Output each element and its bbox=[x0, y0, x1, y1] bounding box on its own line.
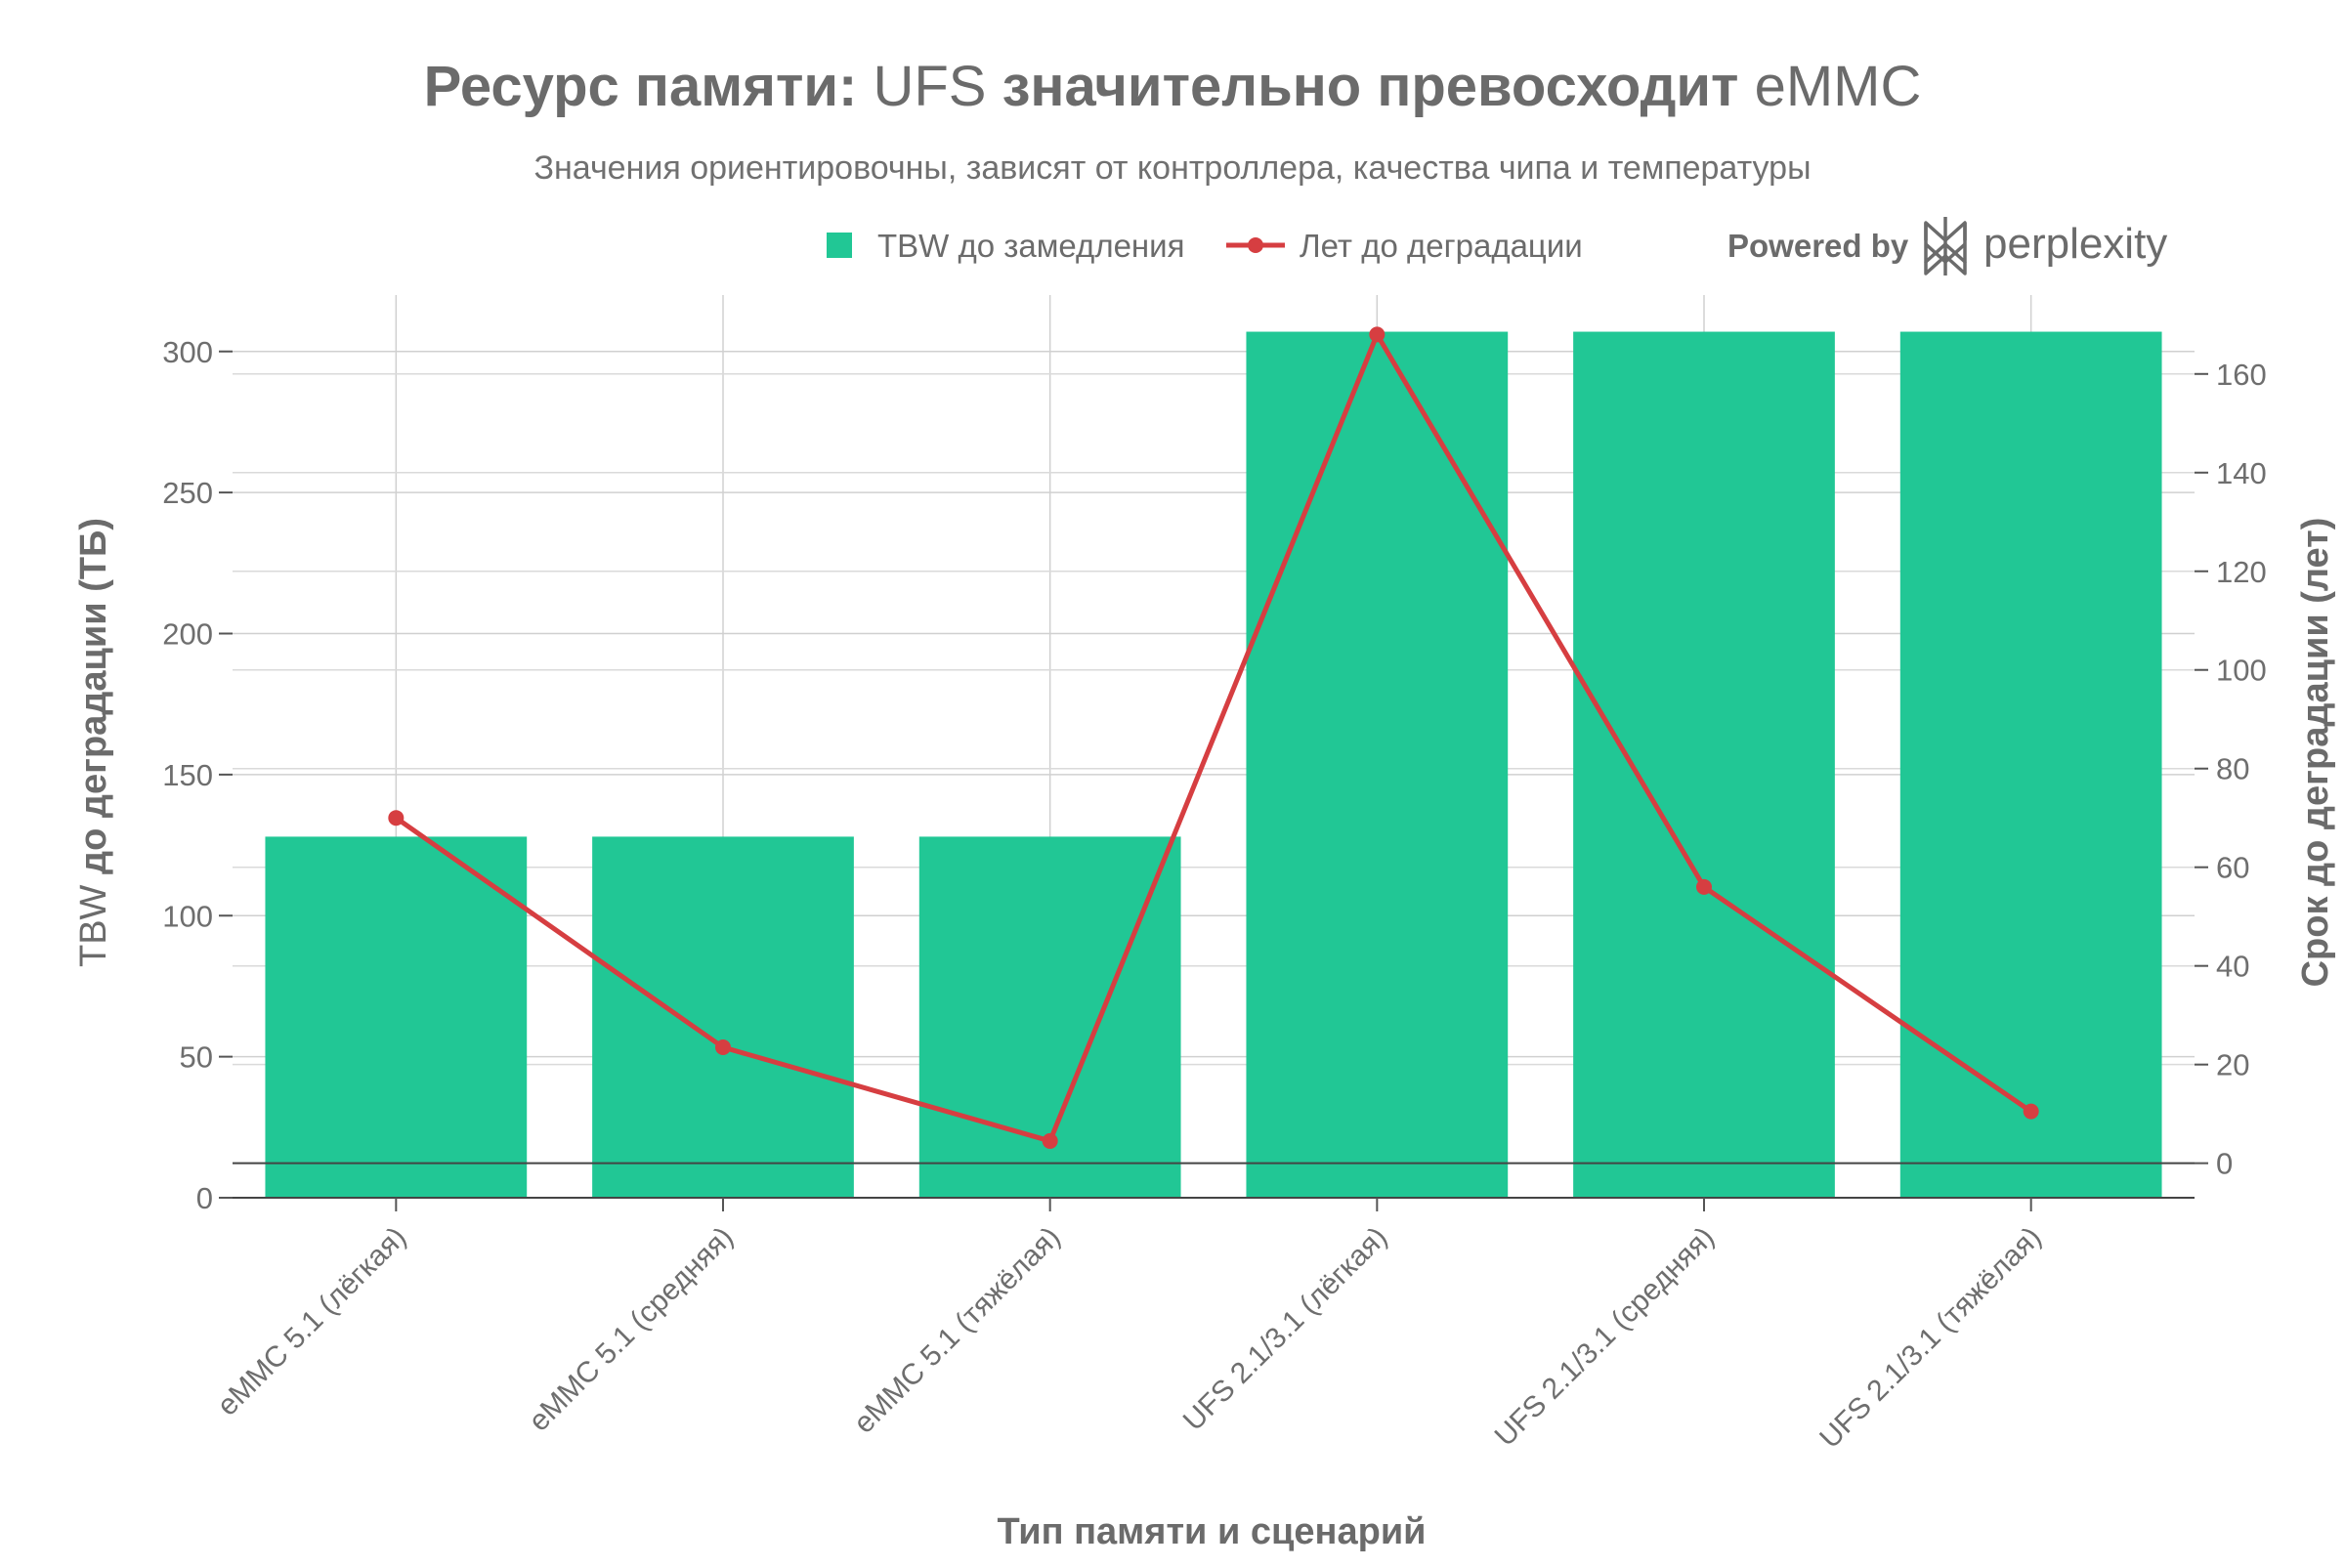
right-tick-label: 20 bbox=[2216, 1048, 2249, 1082]
bar bbox=[592, 836, 854, 1198]
legend-swatch-bar bbox=[827, 233, 852, 258]
perplexity-logo-icon bbox=[1924, 217, 1967, 275]
legend: TBW до замедления Лет до деградации bbox=[827, 228, 1583, 264]
right-tick-label: 100 bbox=[2216, 654, 2267, 688]
branding: Powered by perplexity bbox=[1727, 217, 2167, 275]
chart-title-part: значительно превосходит bbox=[986, 55, 1754, 118]
powered-by-label: Powered by bbox=[1727, 228, 1909, 264]
chart-title-part: UFS bbox=[873, 55, 986, 118]
legend-label-line: Лет до деградации bbox=[1300, 228, 1583, 264]
right-tick-label: 0 bbox=[2216, 1147, 2233, 1181]
x-tick-label: UFS 2.1/3.1 (лёгкая) bbox=[1177, 1221, 1394, 1438]
x-tick-label: UFS 2.1/3.1 (средняя) bbox=[1489, 1221, 1721, 1453]
legend-label-bar: TBW до замедления bbox=[877, 228, 1184, 264]
line-point bbox=[1042, 1132, 1058, 1149]
right-tick-label: 160 bbox=[2216, 358, 2267, 392]
line-series bbox=[388, 326, 2039, 1149]
left-tick-label: 300 bbox=[162, 335, 213, 369]
chart-title-part: : bbox=[838, 55, 873, 118]
bar bbox=[1573, 331, 1835, 1199]
chart-title-part: eMMC bbox=[1755, 55, 1922, 118]
line-point bbox=[2023, 1103, 2039, 1120]
right-tick-label: 80 bbox=[2216, 752, 2249, 786]
right-tick-label: 120 bbox=[2216, 555, 2267, 589]
bar bbox=[1246, 331, 1509, 1199]
bar bbox=[265, 836, 528, 1198]
chart-title: Ресурс памяти: UFS значительно превосход… bbox=[424, 55, 1922, 118]
left-tick-label: 200 bbox=[162, 617, 213, 652]
right-axis-ticks: 0 20 40 60 80 100 120 140 160 bbox=[2195, 358, 2267, 1181]
left-tick-label: 50 bbox=[180, 1040, 213, 1075]
x-tick-label: UFS 2.1/3.1 (тяжёлая) bbox=[1813, 1221, 2047, 1455]
right-axis-title: Срок до деградации (лет) bbox=[2295, 518, 2336, 988]
x-tick-label: eMMC 5.1 (средняя) bbox=[523, 1221, 740, 1438]
brand-name: perplexity bbox=[1983, 220, 2167, 268]
left-tick-label: 250 bbox=[162, 476, 213, 510]
series-line bbox=[394, 331, 2033, 1144]
x-tick-label: eMMC 5.1 (лёгкая) bbox=[211, 1221, 412, 1422]
line-point bbox=[1369, 326, 1386, 343]
line-point bbox=[388, 810, 405, 826]
bar-series bbox=[265, 331, 2162, 1199]
x-axis-title: Тип памяти и сценарий bbox=[997, 1511, 1426, 1552]
legend-swatch-line-marker bbox=[1248, 237, 1263, 253]
line-point bbox=[1696, 878, 1712, 895]
right-tick-label: 60 bbox=[2216, 851, 2249, 885]
x-axis-ticks: eMMC 5.1 (лёгкая) eMMC 5.1 (средняя) eMMC … bbox=[211, 1198, 2048, 1455]
left-tick-label: 0 bbox=[196, 1181, 213, 1215]
left-axis-title-part: TBW bbox=[73, 884, 114, 967]
bar bbox=[1899, 331, 2162, 1199]
chart-title-part: Ресурс памяти bbox=[424, 55, 838, 118]
axes bbox=[233, 1162, 2195, 1199]
left-axis-title: TBW до деградации (ТБ) bbox=[73, 518, 114, 967]
left-axis-ticks: 0 50 100 150 200 250 300 bbox=[162, 335, 233, 1215]
right-tick-label: 140 bbox=[2216, 456, 2267, 490]
right-tick-label: 40 bbox=[2216, 950, 2249, 984]
x-tick-label: eMMC 5.1 (тяжёлая) bbox=[848, 1221, 1067, 1440]
left-tick-label: 150 bbox=[162, 758, 213, 792]
line-point bbox=[715, 1039, 731, 1055]
left-tick-label: 100 bbox=[162, 899, 213, 933]
chart-subtitle: Значения ориентировочны, зависят от конт… bbox=[533, 149, 1811, 187]
left-axis-title-part: до деградации (ТБ) bbox=[73, 518, 114, 885]
